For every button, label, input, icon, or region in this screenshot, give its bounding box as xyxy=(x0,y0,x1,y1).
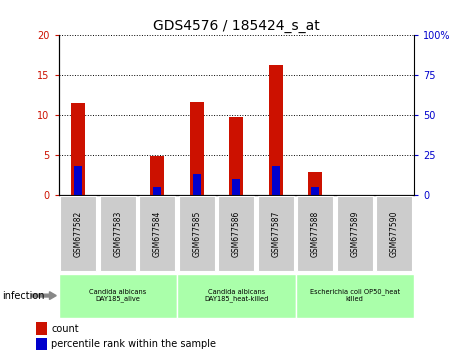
Text: GSM677589: GSM677589 xyxy=(350,210,359,257)
Bar xyxy=(232,179,240,195)
Text: percentile rank within the sample: percentile rank within the sample xyxy=(51,339,216,349)
Text: GSM677582: GSM677582 xyxy=(74,211,83,257)
Bar xyxy=(296,274,414,318)
Bar xyxy=(190,102,204,195)
Bar xyxy=(179,196,215,271)
Text: Candida albicans
DAY185_alive: Candida albicans DAY185_alive xyxy=(89,289,146,302)
Text: GSM677587: GSM677587 xyxy=(271,210,280,257)
Bar xyxy=(311,187,319,195)
Bar xyxy=(60,196,96,271)
Bar xyxy=(139,196,176,271)
Bar xyxy=(230,116,243,195)
Text: infection: infection xyxy=(2,291,45,301)
Bar xyxy=(297,196,333,271)
Text: GSM677585: GSM677585 xyxy=(192,210,201,257)
Bar xyxy=(308,172,322,195)
Text: GSM677583: GSM677583 xyxy=(113,210,122,257)
Bar xyxy=(257,196,294,271)
Bar xyxy=(74,166,82,195)
Title: GDS4576 / 185424_s_at: GDS4576 / 185424_s_at xyxy=(153,19,320,33)
Text: GSM677586: GSM677586 xyxy=(232,210,241,257)
Bar xyxy=(272,166,280,195)
Text: Escherichia coli OP50_heat
killed: Escherichia coli OP50_heat killed xyxy=(310,289,400,302)
Bar xyxy=(99,196,136,271)
Bar xyxy=(218,196,254,271)
Text: GSM677584: GSM677584 xyxy=(153,210,162,257)
Bar xyxy=(337,196,373,271)
Bar xyxy=(58,274,177,318)
Text: count: count xyxy=(51,324,79,333)
Bar xyxy=(376,196,412,271)
Bar xyxy=(36,322,47,335)
Text: GSM677588: GSM677588 xyxy=(311,211,320,257)
Bar xyxy=(72,103,85,195)
Text: GSM677590: GSM677590 xyxy=(390,210,399,257)
Bar xyxy=(150,156,164,195)
Bar xyxy=(177,274,296,318)
Bar xyxy=(193,174,201,195)
Text: Candida albicans
DAY185_heat-killed: Candida albicans DAY185_heat-killed xyxy=(204,289,269,302)
Bar xyxy=(153,187,161,195)
Bar xyxy=(269,65,283,195)
Bar xyxy=(36,338,47,350)
